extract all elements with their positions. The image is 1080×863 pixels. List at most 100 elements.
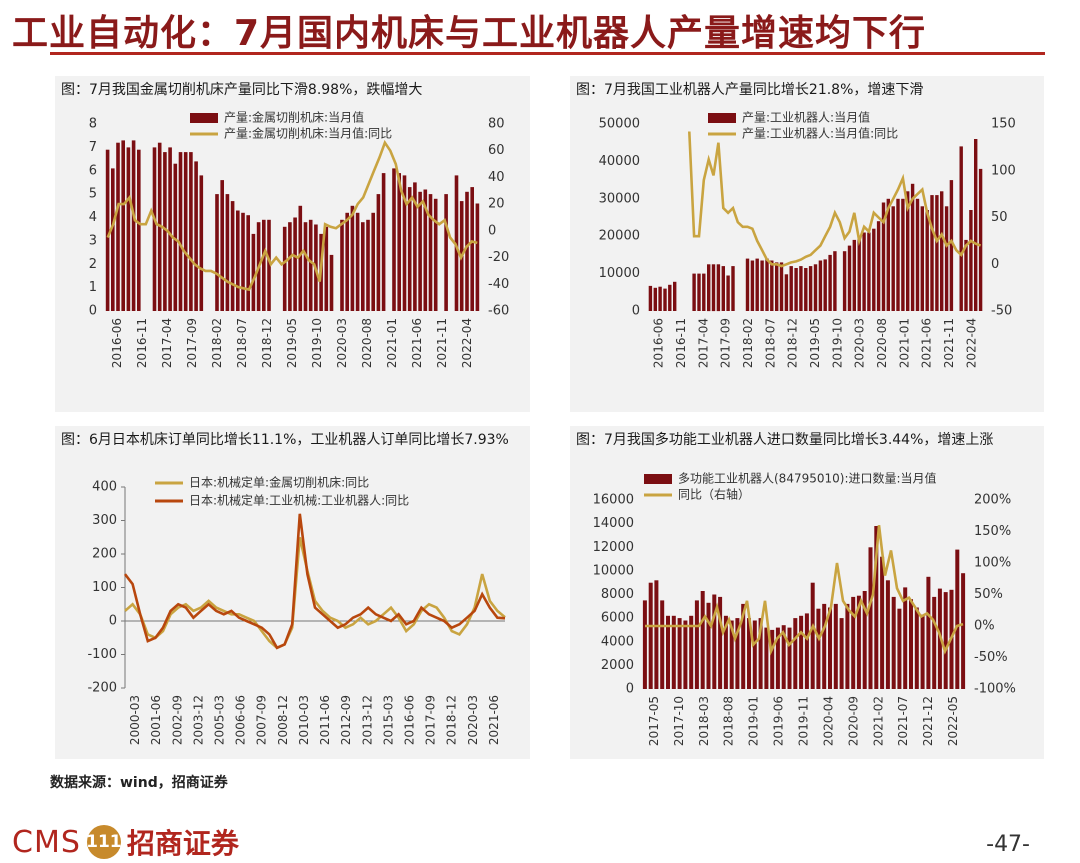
chart-title: 图：7月我国多功能工业机器人进口数量同比增长3.44%，增速上涨 <box>576 432 994 448</box>
bar <box>784 274 789 311</box>
x-tick: 2018-08 <box>722 696 736 746</box>
bar <box>267 219 271 311</box>
bar <box>847 245 852 311</box>
bar <box>215 194 219 311</box>
bar <box>663 288 667 311</box>
chart-svg-machine-tool: 0 1 2 3 4 5 6 7 8 -60 -40 -20 0 20 40 60 80 2016-06 2016-1… <box>89 110 510 369</box>
legend-swatch-bar <box>644 474 672 484</box>
bar <box>974 139 978 311</box>
brand-logo: CMS 111 招商证券 <box>12 822 239 862</box>
slide-title: 工业自动化：7月国内机床与工业机器人产量增速均下行 <box>12 13 927 54</box>
bar <box>716 264 721 312</box>
bar <box>173 163 178 311</box>
x-tick: 2019-10 <box>310 318 324 368</box>
x-tick: 2005-03 <box>213 695 227 745</box>
bar <box>293 217 297 311</box>
chart-svg-robot-imports: 0 2000 4000 6000 8000 10000 12000 14000 16000 -10… <box>593 471 1016 747</box>
bar <box>648 582 653 689</box>
y-left-tick: 4000 <box>601 634 634 649</box>
y-right-tick: 0 <box>488 223 496 238</box>
bar <box>876 221 881 311</box>
bar <box>111 168 115 311</box>
x-tick: 2019-06 <box>772 696 786 746</box>
bar <box>723 615 728 689</box>
bar <box>925 210 929 311</box>
y-left-tick: 30000 <box>599 191 640 206</box>
bar <box>183 152 188 311</box>
y-left-tick: 16000 <box>593 493 634 508</box>
x-tick: 2018-12 <box>445 695 459 745</box>
x-tick: 2019-01 <box>747 696 761 746</box>
x-tick: 2020-03 <box>335 318 349 368</box>
bar <box>978 168 983 311</box>
bar <box>288 222 292 311</box>
bar <box>121 140 125 311</box>
bar <box>246 215 250 311</box>
x-tick: 2021-02 <box>871 696 885 746</box>
bar <box>241 212 245 311</box>
bar <box>944 206 949 311</box>
bar <box>775 627 780 689</box>
y-left-tick: 6 <box>89 163 97 178</box>
bar <box>920 206 924 311</box>
bar <box>770 260 774 311</box>
y-right-tick: -40 <box>488 277 509 292</box>
bar <box>428 194 433 311</box>
series-line <box>123 513 506 650</box>
bar <box>851 596 856 689</box>
bar <box>131 140 136 311</box>
y-tick: -100 <box>87 647 117 662</box>
bar <box>874 526 879 689</box>
bar <box>105 149 110 311</box>
logo-seal-icon: 111 <box>86 825 122 859</box>
bar <box>355 212 360 311</box>
x-tick: 2018-07 <box>763 318 777 368</box>
x-tick: 2013-12 <box>360 695 374 745</box>
bar <box>225 194 230 311</box>
bar <box>839 618 844 689</box>
bar <box>648 285 653 311</box>
legend-swatch-bar <box>708 113 736 123</box>
bar <box>764 627 769 689</box>
x-tick: 2019-10 <box>830 318 844 368</box>
bar <box>891 206 895 311</box>
y-right-tick: 0 <box>991 257 999 272</box>
bar <box>867 232 871 311</box>
legend-label: 产量:工业机器人:当月值:同比 <box>742 126 898 141</box>
bar <box>697 273 701 311</box>
bar <box>660 600 665 689</box>
bar <box>959 146 963 311</box>
bar <box>137 149 141 311</box>
chart-title: 图：7月我国工业机器人产量同比增长21.8%，增速下滑 <box>576 82 924 98</box>
bar <box>423 189 428 311</box>
x-tick: 2016-11 <box>135 318 149 368</box>
y-right-tick: -50% <box>974 650 1008 665</box>
bar <box>906 191 910 311</box>
bar <box>868 547 873 690</box>
bar <box>872 228 876 311</box>
x-tick: 2017-09 <box>424 695 438 745</box>
bar <box>794 268 798 311</box>
x-tick: 2017-10 <box>672 696 686 746</box>
bar <box>361 222 365 311</box>
bar <box>818 260 823 311</box>
legend-label: 日本:机械定单:金属切削机床:同比 <box>189 475 369 490</box>
y-left-tick: 0 <box>632 304 640 319</box>
bar <box>932 596 937 689</box>
bar <box>220 180 224 311</box>
bar <box>668 284 672 311</box>
x-tick: 2018-02 <box>210 318 224 368</box>
x-tick: 2008-12 <box>276 695 290 745</box>
bar <box>781 625 786 689</box>
bar <box>755 258 759 311</box>
bar <box>350 205 355 311</box>
x-tick: 2017-04 <box>160 318 174 368</box>
bar <box>909 599 913 689</box>
y-tick: 0 <box>109 614 117 629</box>
x-tick: 2016-06 <box>403 695 417 745</box>
y-right-tick: 200% <box>974 493 1011 508</box>
bar <box>282 226 287 311</box>
x-tick: 2020-04 <box>821 696 835 746</box>
bar <box>760 260 764 311</box>
y-left-tick: 14000 <box>593 516 634 531</box>
